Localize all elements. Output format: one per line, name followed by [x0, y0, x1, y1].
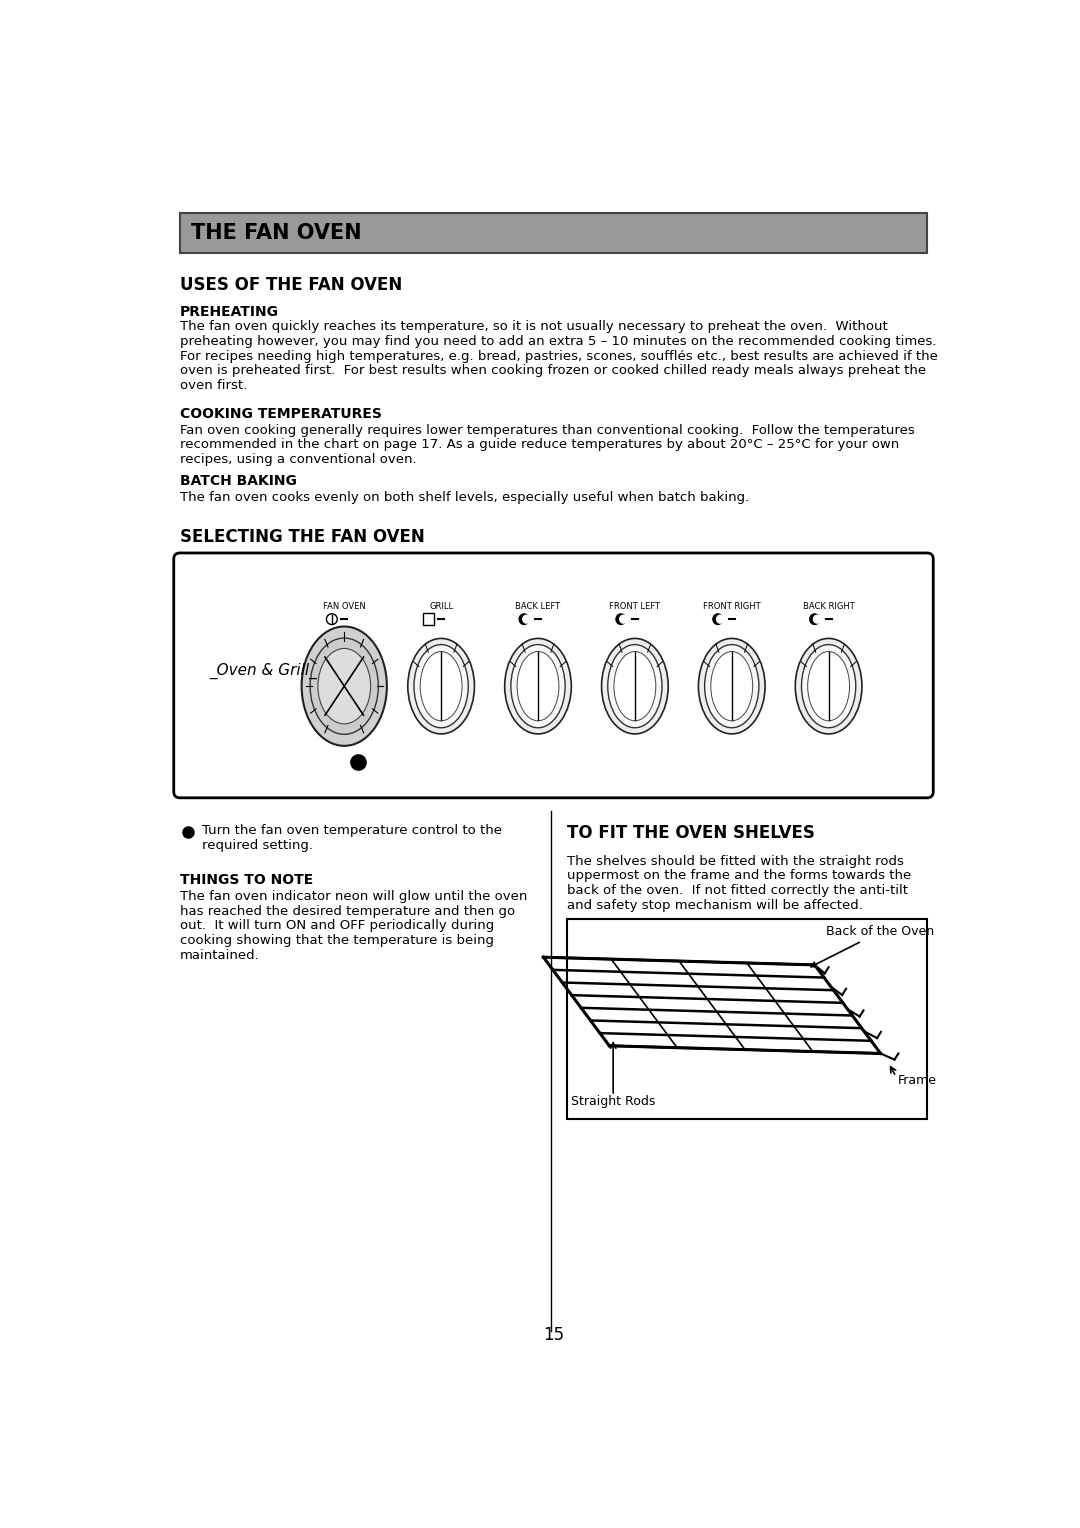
Ellipse shape [813, 614, 821, 623]
Ellipse shape [616, 614, 626, 625]
Text: Straight Rods: Straight Rods [570, 1096, 654, 1108]
Text: GRILL: GRILL [429, 602, 454, 611]
Text: BATCH BAKING: BATCH BAKING [180, 474, 297, 489]
Ellipse shape [511, 645, 565, 727]
Ellipse shape [713, 614, 723, 625]
FancyBboxPatch shape [174, 553, 933, 798]
Ellipse shape [704, 645, 759, 727]
Ellipse shape [522, 614, 530, 623]
Text: Frame: Frame [897, 1074, 936, 1086]
Text: TO FIT THE OVEN SHELVES: TO FIT THE OVEN SHELVES [567, 824, 814, 842]
Bar [567, 918, 927, 1118]
Ellipse shape [310, 639, 378, 735]
Text: back of the oven.  If not fitted correctly the anti-tilt: back of the oven. If not fitted correctl… [567, 885, 907, 897]
Text: uppermost on the frame and the forms towards the: uppermost on the frame and the forms tow… [567, 869, 910, 883]
Text: _Oven & Grill_: _Oven & Grill_ [210, 663, 318, 680]
Text: The fan oven cooks evenly on both shelf levels, especially useful when batch bak: The fan oven cooks evenly on both shelf … [180, 492, 750, 504]
Text: PREHEATING: PREHEATING [180, 306, 279, 319]
Text: FRONT RIGHT: FRONT RIGHT [703, 602, 760, 611]
Text: Turn the fan oven temperature control to the: Turn the fan oven temperature control to… [202, 824, 501, 837]
Ellipse shape [408, 639, 474, 733]
Ellipse shape [699, 639, 765, 733]
Text: THINGS TO NOTE: THINGS TO NOTE [180, 872, 313, 886]
Text: has reached the desired temperature and then go: has reached the desired temperature and … [180, 905, 515, 918]
Bar [180, 212, 927, 252]
Text: required setting.: required setting. [202, 839, 312, 851]
Text: FRONT LEFT: FRONT LEFT [609, 602, 660, 611]
Text: Back of the Oven: Back of the Oven [811, 926, 934, 967]
Text: THE FAN OVEN: THE FAN OVEN [191, 223, 362, 243]
Text: The fan oven indicator neon will glow until the oven: The fan oven indicator neon will glow un… [180, 891, 527, 903]
Text: SELECTING THE FAN OVEN: SELECTING THE FAN OVEN [180, 529, 424, 547]
Ellipse shape [414, 645, 469, 727]
Text: oven first.: oven first. [180, 379, 247, 393]
Text: and safety stop mechanism will be affected.: and safety stop mechanism will be affect… [567, 898, 863, 912]
Ellipse shape [808, 651, 850, 721]
Text: oven is preheated first.  For best results when cooking frozen or cooked chilled: oven is preheated first. For best result… [180, 364, 926, 377]
Ellipse shape [711, 651, 753, 721]
Text: recipes, using a conventional oven.: recipes, using a conventional oven. [180, 452, 417, 466]
Text: COOKING TEMPERATURES: COOKING TEMPERATURES [180, 406, 382, 420]
Text: Fan oven cooking generally requires lower temperatures than conventional cooking: Fan oven cooking generally requires lowe… [180, 423, 915, 437]
Ellipse shape [420, 651, 462, 721]
Ellipse shape [608, 645, 662, 727]
Text: BACK LEFT: BACK LEFT [515, 602, 561, 611]
Ellipse shape [795, 639, 862, 733]
Ellipse shape [301, 626, 387, 746]
Text: BACK RIGHT: BACK RIGHT [802, 602, 854, 611]
Text: FAN OVEN: FAN OVEN [323, 602, 366, 611]
Ellipse shape [801, 645, 855, 727]
Ellipse shape [619, 614, 627, 623]
Text: maintained.: maintained. [180, 949, 259, 961]
Text: cooking showing that the temperature is being: cooking showing that the temperature is … [180, 934, 494, 947]
Text: 15: 15 [543, 1325, 564, 1343]
Ellipse shape [613, 651, 656, 721]
Text: preheating however, you may find you need to add an extra 5 – 10 minutes on the : preheating however, you may find you nee… [180, 335, 936, 348]
Text: out.  It will turn ON and OFF periodically during: out. It will turn ON and OFF periodicall… [180, 920, 495, 932]
Ellipse shape [716, 614, 725, 623]
Ellipse shape [318, 648, 370, 724]
Ellipse shape [602, 639, 669, 733]
Text: USES OF THE FAN OVEN: USES OF THE FAN OVEN [180, 275, 402, 293]
Text: The fan oven quickly reaches its temperature, so it is not usually necessary to : The fan oven quickly reaches its tempera… [180, 321, 888, 333]
Ellipse shape [519, 614, 529, 625]
Ellipse shape [504, 639, 571, 733]
Text: The shelves should be fitted with the straight rods: The shelves should be fitted with the st… [567, 854, 904, 868]
Ellipse shape [517, 651, 559, 721]
Ellipse shape [810, 614, 820, 625]
Text: recommended in the chart on page 17. As a guide reduce temperatures by about 20°: recommended in the chart on page 17. As … [180, 439, 900, 451]
Text: For recipes needing high temperatures, e.g. bread, pastries, scones, soufflés et: For recipes needing high temperatures, e… [180, 350, 937, 362]
Bar [423, 613, 434, 625]
